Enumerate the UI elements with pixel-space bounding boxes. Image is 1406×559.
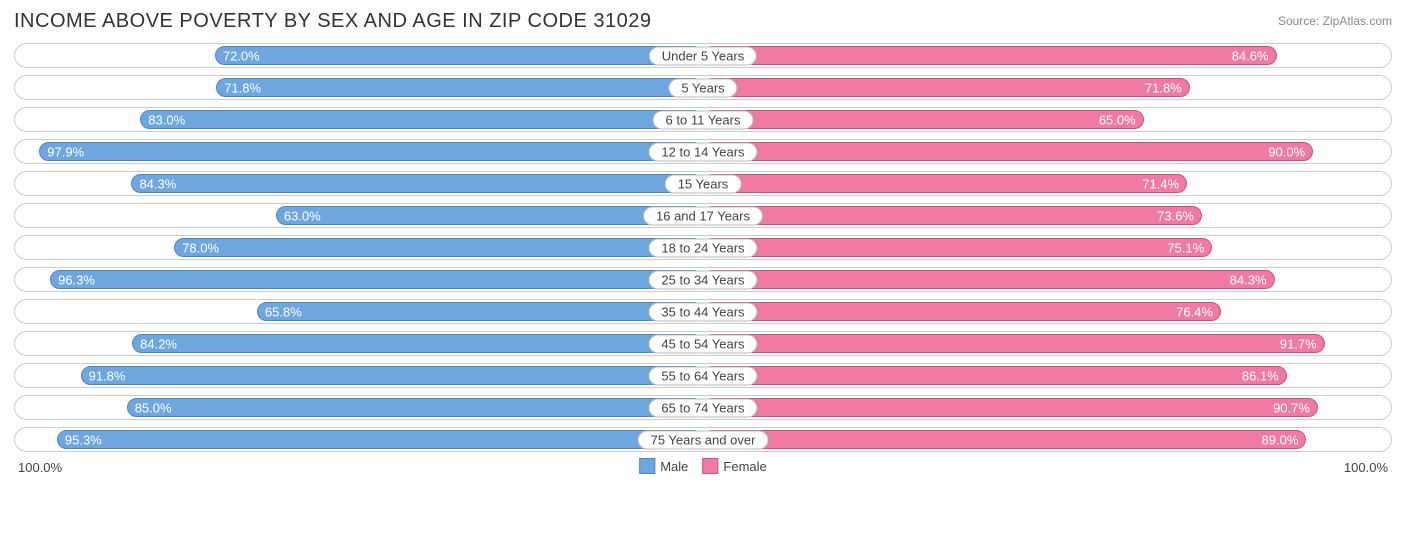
category-label: 75 Years and over	[638, 430, 769, 449]
female-bar: 89.0%	[703, 430, 1306, 449]
chart-row: 65.8% 76.4% 35 to 44 Years	[14, 299, 1392, 324]
chart-row: 85.0% 90.7% 65 to 74 Years	[14, 395, 1392, 420]
female-bar: 71.4%	[703, 174, 1187, 193]
axis-right-label: 100.0%	[1344, 460, 1388, 475]
category-label: 16 and 17 Years	[643, 206, 763, 225]
chart-row: 78.0% 75.1% 18 to 24 Years	[14, 235, 1392, 260]
male-value: 65.8%	[265, 304, 302, 319]
male-value: 84.3%	[139, 176, 176, 191]
male-value: 96.3%	[58, 272, 95, 287]
chart-row: 84.2% 91.7% 45 to 54 Years	[14, 331, 1392, 356]
chart-row: 84.3% 71.4% 15 Years	[14, 171, 1392, 196]
category-label: 65 to 74 Years	[648, 398, 757, 417]
category-label: 18 to 24 Years	[648, 238, 757, 257]
male-bar: 65.8%	[257, 302, 703, 321]
male-value: 72.0%	[223, 48, 260, 63]
female-bar: 75.1%	[703, 238, 1212, 257]
category-label: 55 to 64 Years	[648, 366, 757, 385]
female-value: 73.6%	[1157, 208, 1194, 223]
female-bar: 76.4%	[703, 302, 1221, 321]
chart-row: 63.0% 73.6% 16 and 17 Years	[14, 203, 1392, 228]
female-bar: 71.8%	[703, 78, 1190, 97]
male-value: 63.0%	[284, 208, 321, 223]
female-value: 90.7%	[1273, 400, 1310, 415]
female-bar: 65.0%	[703, 110, 1144, 129]
female-value: 75.1%	[1167, 240, 1204, 255]
male-value: 71.8%	[224, 80, 261, 95]
chart-row: 97.9% 90.0% 12 to 14 Years	[14, 139, 1392, 164]
chart-row: 72.0% 84.6% Under 5 Years	[14, 43, 1392, 68]
chart-title: INCOME ABOVE POVERTY BY SEX AND AGE IN Z…	[14, 10, 651, 33]
category-label: 45 to 54 Years	[648, 334, 757, 353]
category-label: 15 Years	[665, 174, 742, 193]
category-label: Under 5 Years	[649, 46, 757, 65]
female-value: 89.0%	[1262, 432, 1299, 447]
male-bar: 91.8%	[81, 366, 703, 385]
female-bar: 90.0%	[703, 142, 1313, 161]
female-value: 90.0%	[1268, 144, 1305, 159]
legend-female-swatch	[702, 458, 718, 474]
chart-row: 83.0% 65.0% 6 to 11 Years	[14, 107, 1392, 132]
female-value: 65.0%	[1099, 112, 1136, 127]
legend-female-label: Female	[723, 459, 766, 474]
male-bar: 84.2%	[132, 334, 703, 353]
female-value: 84.6%	[1232, 48, 1269, 63]
category-label: 12 to 14 Years	[648, 142, 757, 161]
male-value: 95.3%	[65, 432, 102, 447]
male-bar: 84.3%	[131, 174, 703, 193]
female-bar: 73.6%	[703, 206, 1202, 225]
male-bar: 63.0%	[276, 206, 703, 225]
male-bar: 83.0%	[140, 110, 703, 129]
chart-row: 96.3% 84.3% 25 to 34 Years	[14, 267, 1392, 292]
male-bar: 85.0%	[127, 398, 703, 417]
legend-male: Male	[639, 458, 688, 474]
female-bar: 91.7%	[703, 334, 1325, 353]
male-bar: 96.3%	[50, 270, 703, 289]
legend-female: Female	[702, 458, 766, 474]
female-value: 71.8%	[1145, 80, 1182, 95]
female-value: 84.3%	[1230, 272, 1267, 287]
chart-axis: 100.0% Male Female 100.0%	[14, 458, 1392, 482]
female-bar: 84.3%	[703, 270, 1275, 289]
male-bar: 72.0%	[215, 46, 703, 65]
chart-row: 91.8% 86.1% 55 to 64 Years	[14, 363, 1392, 388]
male-bar: 71.8%	[216, 78, 703, 97]
chart-rows: 72.0% 84.6% Under 5 Years 71.8% 71.8% 5 Years…	[14, 43, 1392, 452]
category-label: 25 to 34 Years	[648, 270, 757, 289]
male-value: 84.2%	[140, 336, 177, 351]
male-value: 83.0%	[148, 112, 185, 127]
chart-row: 95.3% 89.0% 75 Years and over	[14, 427, 1392, 452]
legend-male-swatch	[639, 458, 655, 474]
female-value: 91.7%	[1280, 336, 1317, 351]
axis-left-label: 100.0%	[18, 460, 62, 475]
legend-male-label: Male	[660, 459, 688, 474]
male-value: 97.9%	[47, 144, 84, 159]
chart-legend: Male Female	[639, 458, 767, 474]
category-label: 35 to 44 Years	[648, 302, 757, 321]
male-value: 78.0%	[182, 240, 219, 255]
category-label: 5 Years	[668, 78, 737, 97]
male-value: 85.0%	[135, 400, 172, 415]
chart-row: 71.8% 71.8% 5 Years	[14, 75, 1392, 100]
female-value: 86.1%	[1242, 368, 1279, 383]
male-value: 91.8%	[89, 368, 126, 383]
category-label: 6 to 11 Years	[653, 110, 754, 129]
male-bar: 97.9%	[39, 142, 703, 161]
male-bar: 95.3%	[57, 430, 703, 449]
female-value: 71.4%	[1142, 176, 1179, 191]
chart-header: INCOME ABOVE POVERTY BY SEX AND AGE IN Z…	[14, 10, 1392, 33]
female-bar: 90.7%	[703, 398, 1318, 417]
female-bar: 86.1%	[703, 366, 1287, 385]
female-bar: 84.6%	[703, 46, 1277, 65]
chart-source: Source: ZipAtlas.com	[1278, 10, 1392, 28]
chart-container: INCOME ABOVE POVERTY BY SEX AND AGE IN Z…	[0, 0, 1406, 559]
male-bar: 78.0%	[174, 238, 703, 257]
female-value: 76.4%	[1176, 304, 1213, 319]
